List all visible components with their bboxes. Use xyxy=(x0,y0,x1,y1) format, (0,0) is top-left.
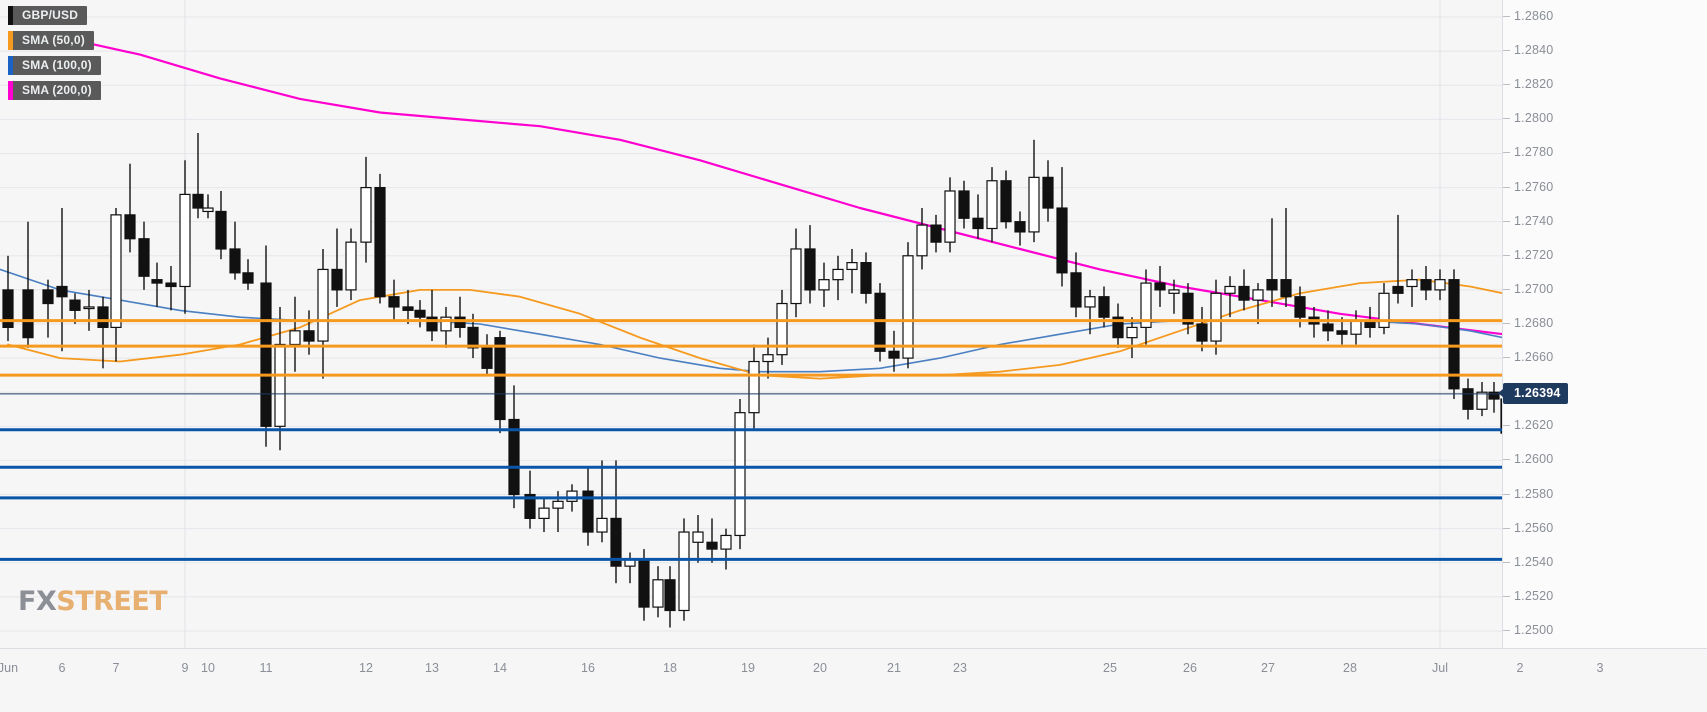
price-tick-mark xyxy=(1503,50,1510,52)
price-tick-label: 1.2540 xyxy=(1514,554,1554,569)
date-tick-label: 19 xyxy=(741,661,755,675)
current-price-badge: 1.26394 xyxy=(1498,382,1568,404)
date-tick-label: Jul xyxy=(1432,661,1448,675)
price-tick-label: 1.2520 xyxy=(1514,588,1554,603)
price-tick-mark xyxy=(1503,527,1510,529)
date-tick-label: 7 xyxy=(112,661,120,675)
price-tick-label: 1.2500 xyxy=(1514,622,1554,637)
legend-swatch-sma100 xyxy=(8,56,13,75)
date-tick-label: 27 xyxy=(1261,661,1275,675)
price-tick-label: 1.2820 xyxy=(1514,77,1554,92)
legend-swatch-sma50 xyxy=(8,31,13,50)
price-tick-label: 1.2560 xyxy=(1514,520,1554,535)
price-axis[interactable]: 1.2860 1.2840 1.2820 1.2800 1.2780 1.2760 1.27… xyxy=(1503,0,1707,648)
legend-label-sma200: SMA (200,0) xyxy=(22,83,92,97)
price-tick-mark xyxy=(1503,357,1510,359)
legend-item-sma100[interactable]: SMA (100,0) xyxy=(8,56,101,75)
date-tick-label: 16 xyxy=(581,661,595,675)
price-tick-mark xyxy=(1503,118,1510,120)
price-tick-label: 1.2660 xyxy=(1514,350,1554,365)
chart-legend: GBP/USD SMA (50,0) SMA (100,0) SMA (200,… xyxy=(8,6,101,106)
date-tick-label: 11 xyxy=(259,661,273,675)
date-tick-label: 21 xyxy=(887,661,901,675)
price-tick-mark xyxy=(1503,84,1510,86)
legend-item-sma50[interactable]: SMA (50,0) xyxy=(8,31,94,50)
legend-item-sma200[interactable]: SMA (200,0) xyxy=(8,81,101,100)
price-tick-label: 1.2720 xyxy=(1514,247,1554,262)
date-tick-label: 9 xyxy=(181,661,189,675)
date-tick-label: 3 xyxy=(1596,661,1604,675)
price-tick-mark xyxy=(1503,186,1510,188)
price-tick-mark xyxy=(1503,220,1510,222)
legend-swatch-sma200 xyxy=(8,81,13,100)
date-tick-label: 10 xyxy=(201,661,215,675)
date-axis[interactable]: Jun 6 7 9 10 11 12 13 14 16 18 19 20 21 23 25 26 27 28 Jul 2… xyxy=(0,648,1707,712)
date-tick-label: 18 xyxy=(663,661,677,675)
price-tick-mark xyxy=(1503,493,1510,495)
price-tick-label: 1.2740 xyxy=(1514,213,1554,228)
price-tick-label: 1.2860 xyxy=(1514,9,1554,24)
price-tick-mark xyxy=(1503,459,1510,461)
watermark-fx: FX xyxy=(18,586,57,617)
legend-label-symbol: GBP/USD xyxy=(22,8,79,22)
price-tick-label: 1.2840 xyxy=(1514,43,1554,58)
price-tick-label: 1.2760 xyxy=(1514,179,1554,194)
date-tick-label: Jun xyxy=(0,661,19,675)
price-tick-label: 1.2580 xyxy=(1514,486,1554,501)
chart-canvas xyxy=(0,0,1502,648)
price-tick-mark xyxy=(1503,254,1510,256)
date-tick-label: 23 xyxy=(953,661,967,675)
date-tick-label: 14 xyxy=(493,661,507,675)
price-tick-label: 1.2600 xyxy=(1514,452,1554,467)
price-tick-label: 1.2800 xyxy=(1514,111,1554,126)
fxstreet-watermark: FXSTREET xyxy=(18,586,168,617)
price-tick-mark xyxy=(1503,323,1510,324)
price-tick-mark xyxy=(1503,561,1510,563)
legend-item-symbol[interactable]: GBP/USD xyxy=(8,6,88,25)
price-tick-mark xyxy=(1503,288,1510,290)
price-tick-label: 1.2620 xyxy=(1514,418,1554,433)
date-tick-label: 20 xyxy=(813,661,827,675)
price-tick-label: 1.2680 xyxy=(1514,316,1554,330)
date-tick-label: 6 xyxy=(58,661,66,675)
price-tick-mark xyxy=(1503,595,1510,597)
date-tick-label: 28 xyxy=(1343,661,1357,675)
price-tick-mark xyxy=(1503,629,1510,631)
price-tick-mark xyxy=(1503,152,1510,154)
legend-label-sma50: SMA (50,0) xyxy=(22,33,85,47)
date-tick-label: 12 xyxy=(359,661,373,675)
legend-swatch-symbol xyxy=(8,6,13,25)
price-tick-label: 1.2700 xyxy=(1514,281,1554,296)
watermark-street: STREET xyxy=(56,586,168,617)
price-tick-label: 1.2780 xyxy=(1514,145,1554,160)
price-tick-mark xyxy=(1503,425,1510,427)
date-tick-label: 13 xyxy=(425,661,439,675)
price-tick-mark xyxy=(1503,16,1510,18)
chart-plot-area[interactable]: GBP/USD SMA (50,0) SMA (100,0) SMA (200,… xyxy=(0,0,1503,648)
legend-label-sma100: SMA (100,0) xyxy=(22,58,92,72)
date-tick-label: 26 xyxy=(1183,661,1197,675)
date-tick-label: 25 xyxy=(1103,661,1117,675)
date-tick-label: 2 xyxy=(1516,661,1524,675)
